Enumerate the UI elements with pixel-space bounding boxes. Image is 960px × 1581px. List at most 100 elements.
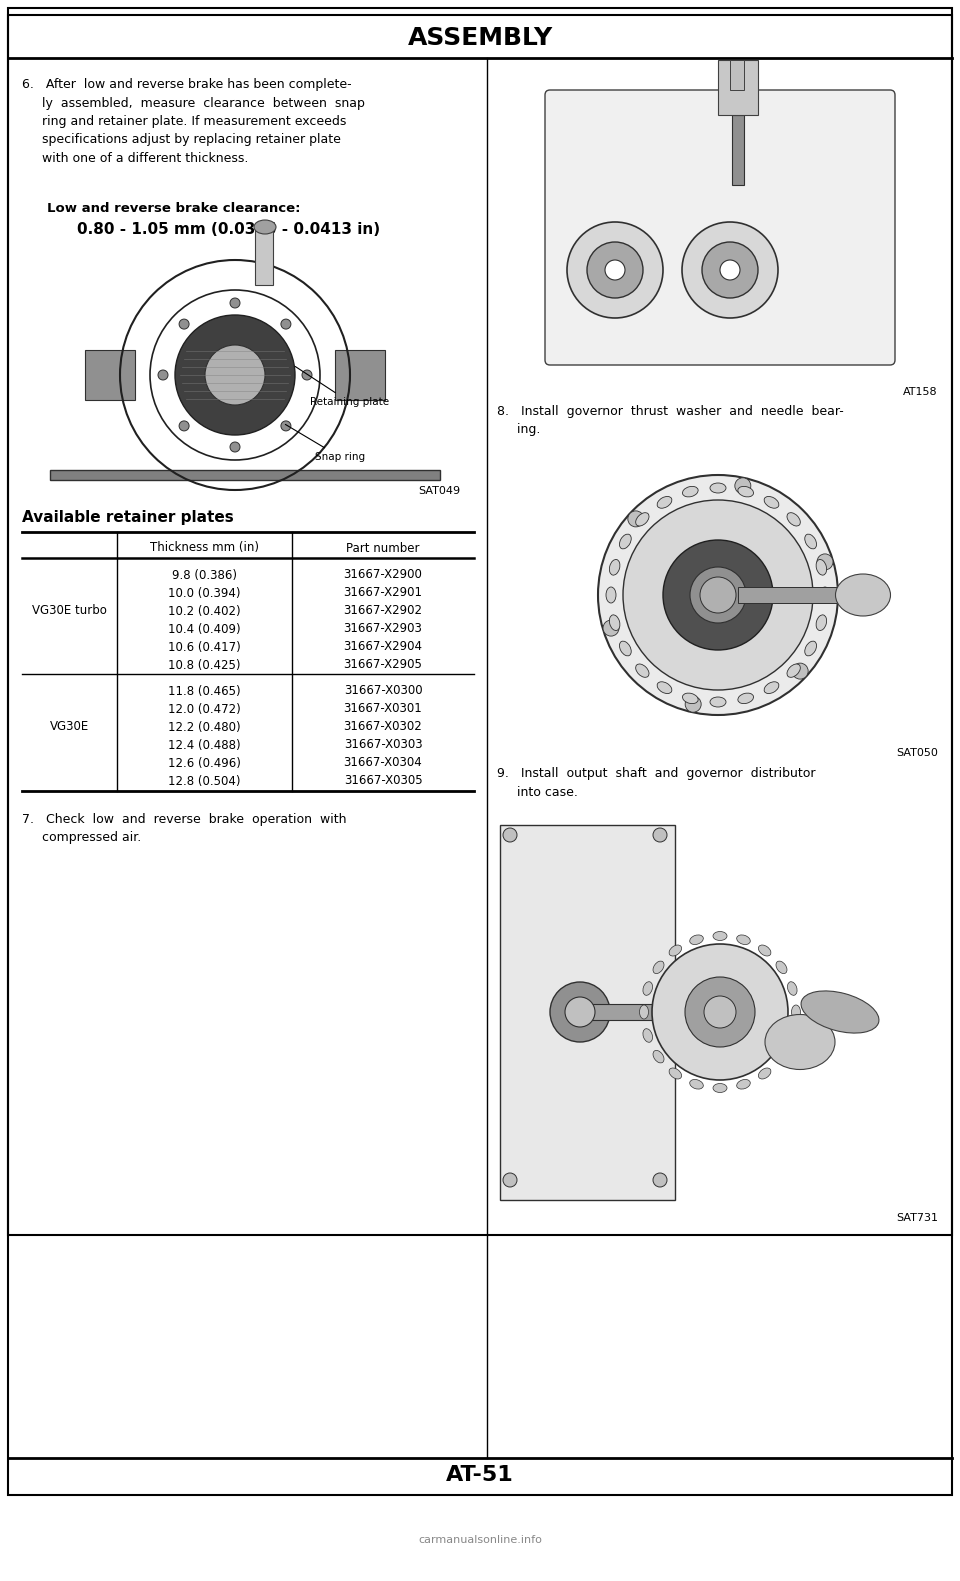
Circle shape [598, 474, 838, 715]
Ellipse shape [619, 534, 632, 549]
Text: 31667-X0304: 31667-X0304 [344, 756, 422, 770]
Bar [8, 14, 952, 1235]
Ellipse shape [776, 1050, 787, 1062]
Text: 31667-X2901: 31667-X2901 [344, 587, 422, 599]
Circle shape [567, 221, 663, 318]
Ellipse shape [658, 496, 672, 508]
Text: 12.4 (0.488): 12.4 (0.488) [168, 738, 241, 751]
Circle shape [734, 477, 751, 493]
Circle shape [603, 620, 619, 636]
Bar [497, 447, 948, 745]
Text: 31667-X0300: 31667-X0300 [344, 685, 422, 697]
Ellipse shape [636, 512, 649, 526]
Text: 12.6 (0.496): 12.6 (0.496) [168, 756, 241, 770]
Circle shape [663, 541, 773, 650]
Circle shape [628, 511, 644, 526]
FancyBboxPatch shape [545, 90, 895, 365]
Ellipse shape [804, 534, 817, 549]
Circle shape [230, 443, 240, 452]
Text: VG30E turbo: VG30E turbo [32, 604, 107, 618]
Ellipse shape [738, 692, 754, 704]
Ellipse shape [787, 982, 797, 996]
Circle shape [587, 242, 643, 297]
Ellipse shape [619, 642, 632, 656]
Ellipse shape [738, 487, 754, 496]
Bar [30, 250, 470, 490]
Ellipse shape [658, 681, 672, 694]
Bar [738, 587, 848, 602]
Circle shape [653, 1173, 667, 1187]
Text: Available retainer plates: Available retainer plates [22, 511, 233, 525]
Text: 7.   Check  low  and  reverse  brake  operation  with
     compressed air.: 7. Check low and reverse brake operation… [22, 813, 347, 844]
Text: 31667-X2900: 31667-X2900 [344, 569, 422, 582]
Circle shape [550, 982, 610, 1042]
Circle shape [704, 996, 736, 1028]
Bar [580, 1004, 680, 1020]
Text: 10.2 (0.402): 10.2 (0.402) [168, 604, 241, 618]
Circle shape [230, 297, 240, 308]
Bar [732, 115, 744, 185]
Ellipse shape [758, 1069, 771, 1078]
Circle shape [281, 319, 291, 329]
Text: 31667-X2903: 31667-X2903 [344, 623, 422, 636]
Text: 9.8 (0.386): 9.8 (0.386) [172, 569, 237, 582]
Bar [255, 229, 273, 285]
Ellipse shape [787, 664, 801, 677]
Bar [730, 60, 744, 90]
Bar [85, 349, 135, 400]
Ellipse shape [653, 961, 664, 974]
Text: SAT731: SAT731 [896, 1213, 938, 1224]
Text: Thickness mm (in): Thickness mm (in) [150, 542, 259, 555]
Ellipse shape [764, 681, 779, 694]
Text: 10.0 (0.394): 10.0 (0.394) [168, 587, 241, 599]
Circle shape [180, 421, 189, 432]
Text: VG30E: VG30E [50, 721, 89, 734]
Ellipse shape [791, 1006, 801, 1020]
Circle shape [792, 662, 808, 680]
Text: Retaining plate: Retaining plate [296, 367, 389, 406]
Circle shape [205, 345, 265, 405]
Circle shape [685, 977, 755, 1047]
Ellipse shape [643, 1029, 653, 1042]
Circle shape [565, 998, 595, 1028]
Text: 12.0 (0.472): 12.0 (0.472) [168, 702, 241, 716]
Circle shape [623, 500, 813, 689]
Circle shape [653, 828, 667, 843]
Ellipse shape [710, 484, 726, 493]
Ellipse shape [801, 991, 879, 1032]
Bar [335, 349, 385, 400]
Bar [497, 814, 948, 1209]
Ellipse shape [254, 220, 276, 234]
Ellipse shape [636, 664, 649, 677]
Ellipse shape [816, 615, 827, 631]
Text: 31667-X0305: 31667-X0305 [344, 775, 422, 787]
Ellipse shape [689, 934, 704, 944]
Ellipse shape [610, 560, 620, 575]
Circle shape [682, 221, 778, 318]
Text: 0.80 - 1.05 mm (0.0315 - 0.0413 in): 0.80 - 1.05 mm (0.0315 - 0.0413 in) [77, 221, 380, 237]
Text: ASSEMBLY: ASSEMBLY [407, 25, 553, 51]
Text: 11.8 (0.465): 11.8 (0.465) [168, 685, 241, 697]
Text: 12.2 (0.480): 12.2 (0.480) [168, 721, 241, 734]
Text: 8.   Install  governor  thrust  washer  and  needle  bear-
     ing.: 8. Install governor thrust washer and ne… [497, 405, 844, 436]
Ellipse shape [816, 560, 827, 575]
Ellipse shape [683, 487, 698, 496]
Text: SAT050: SAT050 [896, 748, 938, 757]
Text: 31667-X0302: 31667-X0302 [344, 721, 422, 734]
Ellipse shape [606, 587, 616, 602]
Circle shape [700, 577, 736, 613]
Ellipse shape [683, 692, 698, 704]
Circle shape [281, 421, 291, 432]
Ellipse shape [639, 1006, 649, 1020]
Text: 6.   After  low and reverse brake has been complete-
     ly  assembled,  measur: 6. After low and reverse brake has been … [22, 77, 365, 164]
Circle shape [690, 568, 746, 623]
Circle shape [702, 242, 758, 297]
Circle shape [685, 696, 701, 711]
Circle shape [302, 370, 312, 379]
Text: 31667-X0303: 31667-X0303 [344, 738, 422, 751]
Text: carmanualsonline.info: carmanualsonline.info [418, 1535, 542, 1545]
Text: 31667-X2905: 31667-X2905 [344, 659, 422, 672]
Bar [497, 74, 948, 386]
Ellipse shape [643, 982, 653, 996]
Circle shape [817, 553, 833, 569]
